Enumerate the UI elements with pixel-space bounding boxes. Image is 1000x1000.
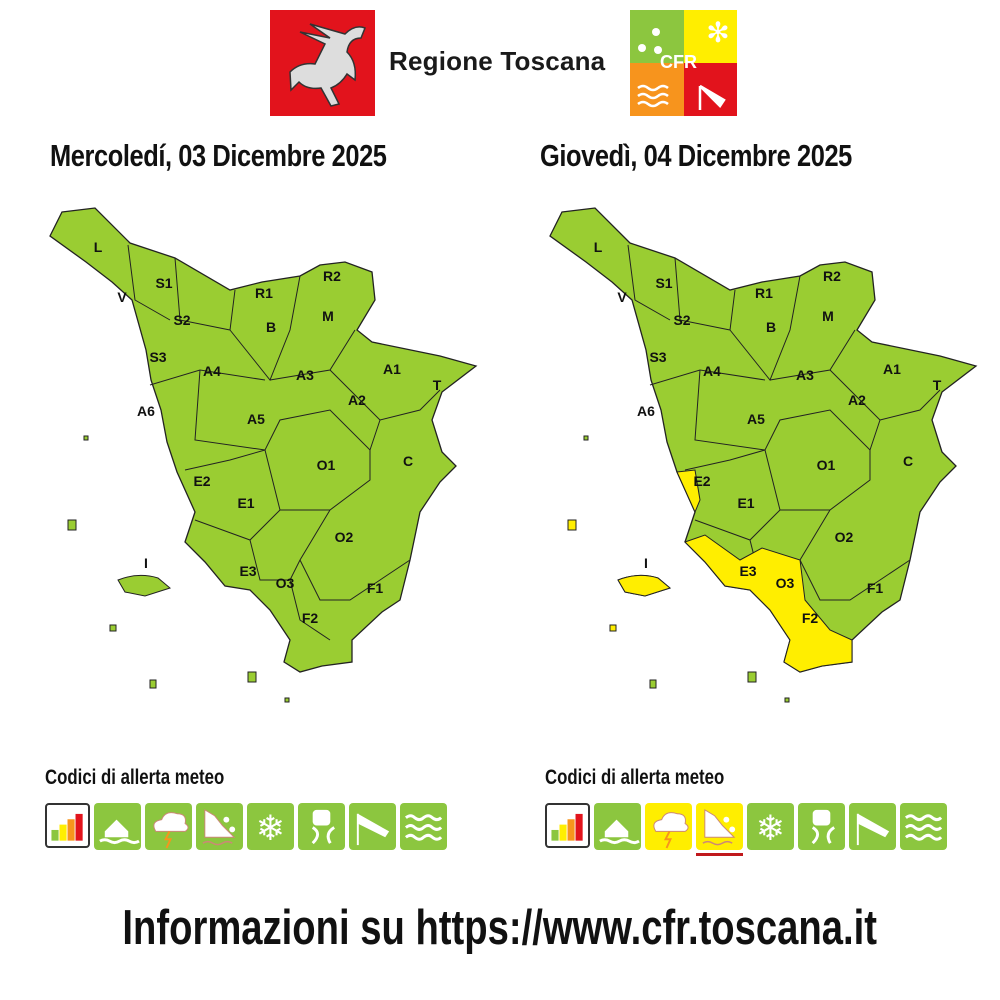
alert-levels-icon [45,803,90,848]
ice-road-icon [798,803,845,850]
sea-storm-icon [400,803,447,850]
wind-icon [349,803,396,850]
ice-road-icon [298,803,345,850]
zone-label-a2: A2 [848,392,866,408]
date-title-day1: Mercoledí, 03 Dicembre 2025 [50,138,387,173]
landslide-icon [696,803,743,856]
zone-label-f2: F2 [302,610,319,626]
regione-toscana-logo [270,10,375,116]
zone-label-o2: O2 [835,529,854,545]
zone-label-e1: E1 [737,495,754,511]
zone-e2-yellow [676,469,701,514]
zone-label-a6: A6 [637,403,655,419]
zone-label-a5: A5 [747,411,765,427]
zone-label-e3: E3 [739,563,756,579]
zone-label-s2: S2 [673,312,690,328]
alert-levels-icon [545,803,590,848]
zone-label-b: B [766,319,776,335]
footer-link[interactable]: Informazioni su https://www.cfr.toscana.… [122,901,878,955]
zone-label-a1: A1 [883,361,901,377]
zone-label-a2: A2 [348,392,366,408]
active-underline [696,853,743,856]
zone-label-a4: A4 [703,363,721,379]
legend-icons-day2: ❄ [545,803,947,856]
zone-label-a1: A1 [383,361,401,377]
zone-label-o3: O3 [276,575,295,591]
zone-label-t: T [433,377,442,393]
zone-label-e1: E1 [237,495,254,511]
zone-label-f1: F1 [367,580,384,596]
thunderstorm-icon [645,803,692,850]
legend-icons-day1: ❄ [45,803,447,850]
zone-label-c: C [903,453,913,469]
zone-label-m: M [822,308,834,324]
zone-label-s2: S2 [173,312,190,328]
zone-label-r2: R2 [823,268,841,284]
hydraulic-flood-icon [594,803,641,850]
zone-i-yellow [567,519,672,632]
zone-label-t: T [933,377,942,393]
zone-label-m: M [322,308,334,324]
wind-icon [849,803,896,850]
zone-label-v: V [117,289,127,305]
zone-label-v: V [617,289,627,305]
zone-label-f1: F1 [867,580,884,596]
zone-label-s1: S1 [655,275,672,291]
zone-label-a3: A3 [296,367,314,383]
zone-label-i: I [144,555,148,571]
zone-label-o3: O3 [776,575,795,591]
hydraulic-flood-icon [94,803,141,850]
zone-label-s3: S3 [149,349,166,365]
zone-label-e3: E3 [239,563,256,579]
snow-icon: ❄ [247,803,294,850]
zone-label-a3: A3 [796,367,814,383]
zone-label-e2: E2 [193,473,210,489]
sea-storm-icon [900,803,947,850]
zone-label-o1: O1 [817,457,836,473]
region-name: Regione Toscana [389,46,606,76]
zone-label-a4: A4 [203,363,221,379]
zone-label-r1: R1 [255,285,273,301]
thunderstorm-icon [145,803,192,850]
zone-label-e2: E2 [693,473,710,489]
zone-label-r1: R1 [755,285,773,301]
zone-label-i: I [644,555,648,571]
date-title-day2: Giovedì, 04 Dicembre 2025 [540,138,852,173]
zone-label-s3: S3 [649,349,666,365]
zone-label-f2: F2 [802,610,819,626]
legend-title-day2: Codici di allerta meteo [545,766,725,789]
map-day2 [549,207,977,703]
zone-label-s1: S1 [155,275,172,291]
zone-e3-o3-f2-yellow [684,534,853,673]
zone-label-b: B [266,319,276,335]
legend-title-day1: Codici di allerta meteo [45,766,225,789]
snow-icon: ❄ [747,803,794,850]
svg-text:❄: ❄ [256,809,286,848]
zone-label-l: L [594,239,603,255]
zone-label-a5: A5 [247,411,265,427]
zone-label-l: L [94,239,103,255]
zone-label-r2: R2 [323,268,341,284]
cfr-logo-text: CFR [660,52,697,72]
zone-label-c: C [403,453,413,469]
zone-label-o2: O2 [335,529,354,545]
landslide-icon [196,803,243,850]
zone-label-o1: O1 [317,457,336,473]
footer-info: Informazioni su https://www.cfr.toscana.… [0,900,1000,956]
zone-label-a6: A6 [137,403,155,419]
svg-text:✻: ✻ [706,17,729,48]
svg-text:❄: ❄ [756,809,786,848]
cfr-logo: ✻ CFR [630,10,737,116]
pegasus-icon [289,23,366,107]
